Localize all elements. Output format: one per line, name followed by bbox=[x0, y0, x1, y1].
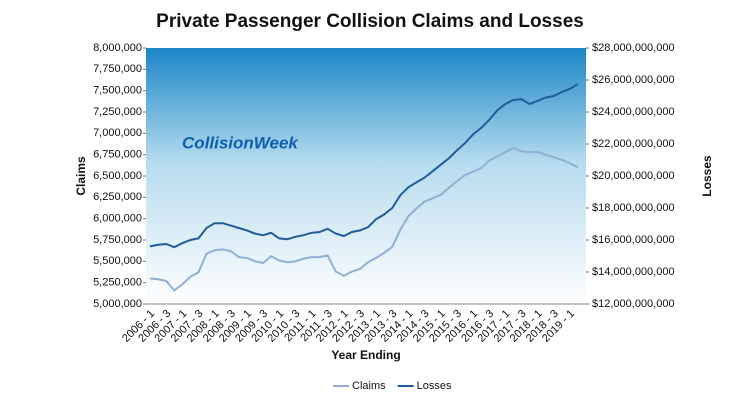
y-tick-label: 8,000,000 bbox=[93, 42, 142, 54]
y2-tick-label: $26,000,000,000 bbox=[592, 74, 675, 86]
y2-tick-label: $16,000,000,000 bbox=[592, 234, 675, 246]
x-axis-title: Year Ending bbox=[331, 348, 400, 362]
y2-tick-label: $20,000,000,000 bbox=[592, 170, 675, 182]
y-tick-label: 7,250,000 bbox=[93, 106, 142, 118]
y-tick-label: 7,500,000 bbox=[93, 85, 142, 97]
y2-tick-label: $14,000,000,000 bbox=[592, 266, 675, 278]
chart-title: Private Passenger Collision Claims and L… bbox=[156, 11, 584, 32]
y2-axis-title: Losses bbox=[700, 155, 714, 197]
y-tick-label: 6,250,000 bbox=[93, 191, 142, 203]
y-tick-label: 7,750,000 bbox=[93, 63, 142, 75]
y2-tick-label: $24,000,000,000 bbox=[592, 106, 675, 118]
y-axis-title: Claims bbox=[74, 156, 88, 196]
series-line bbox=[149, 83, 579, 249]
series-line bbox=[149, 146, 579, 292]
y2-tick-label: $28,000,000,000 bbox=[592, 42, 675, 54]
y2-tick-label: $22,000,000,000 bbox=[592, 138, 675, 150]
y-tick-label: 7,000,000 bbox=[93, 127, 142, 139]
y2-tick-label: $18,000,000,000 bbox=[592, 202, 675, 214]
watermark: CollisionWeek bbox=[182, 133, 299, 152]
legend-label: Claims bbox=[352, 380, 386, 392]
y-tick-label: 5,000,000 bbox=[93, 298, 142, 310]
y2-tick-label: $12,000,000,000 bbox=[592, 298, 675, 310]
y-tick-label: 5,750,000 bbox=[93, 234, 142, 246]
plot-area bbox=[146, 48, 586, 304]
y-tick-label: 6,000,000 bbox=[93, 213, 142, 225]
y-tick-label: 5,250,000 bbox=[93, 277, 142, 289]
y-tick-label: 6,500,000 bbox=[93, 170, 142, 182]
y-tick-label: 6,750,000 bbox=[93, 149, 142, 161]
y-tick-label: 5,500,000 bbox=[93, 255, 142, 267]
legend-label: Losses bbox=[417, 380, 452, 392]
